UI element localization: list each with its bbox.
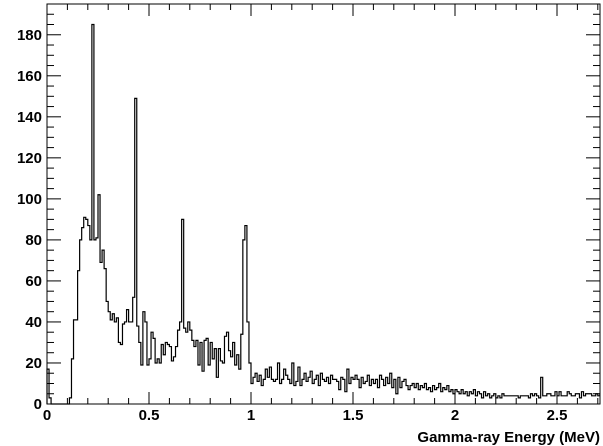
y-tick-label: 20 [25, 355, 42, 372]
x-tick-label: 2 [451, 407, 459, 424]
x-tick-label: 1.5 [343, 407, 364, 424]
x-tick-label: 0 [43, 407, 51, 424]
histogram-series [46, 23, 601, 405]
x-tick-label: 0.5 [139, 407, 160, 424]
plot-frame [46, 3, 601, 405]
y-tick-label: 0 [34, 396, 42, 413]
y-tick-label: 120 [17, 150, 42, 167]
y-axis-ticks: 0 20 40 60 80 100 120 140 160 180 [17, 3, 600, 413]
x-tick-label: 2.5 [547, 407, 568, 424]
y-tick-label: 180 [17, 27, 42, 44]
y-tick-label: 140 [17, 109, 42, 126]
y-tick-label: 60 [25, 273, 42, 290]
x-axis-title: Gamma-ray Energy (MeV) [417, 429, 600, 446]
y-tick-label: 100 [17, 191, 42, 208]
x-tick-label: 1 [247, 407, 255, 424]
y-tick-label: 160 [17, 68, 42, 85]
y-tick-label: 40 [25, 314, 42, 331]
x-axis-ticks: 0 0.5 1 1.5 2 2.5 [43, 4, 599, 424]
y-tick-label: 80 [25, 232, 42, 249]
